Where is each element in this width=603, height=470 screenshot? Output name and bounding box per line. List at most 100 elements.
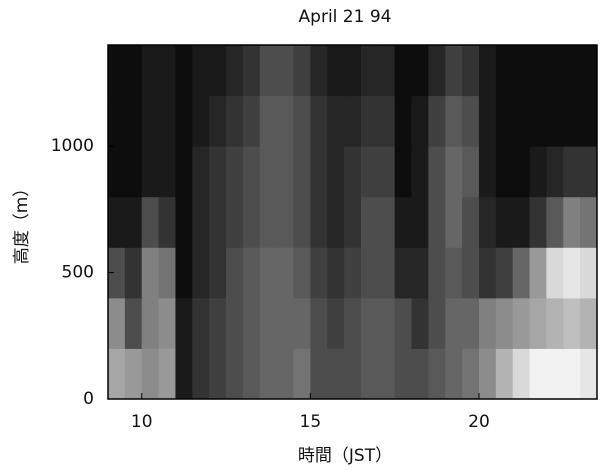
heatmap-cell [546,146,564,198]
heatmap-cell [327,348,345,400]
heatmap-cell [158,247,176,299]
heatmap-cell [411,45,429,97]
heatmap-cell [512,45,531,97]
heatmap-cell [512,297,531,349]
heatmap-cell [411,196,429,248]
heatmap-cell [192,146,210,198]
heatmap-cell [478,297,497,349]
heatmap-cell [108,297,126,349]
heatmap-cell [242,196,261,248]
heatmap-cell [310,348,328,400]
heatmap-cell [360,348,379,400]
x-tick-label: 15 [300,412,322,432]
heatmap-cell [124,247,143,299]
heatmap-cell [546,196,564,248]
heatmap-cell [141,247,160,299]
heatmap-cell [428,45,446,97]
heatmap-cell [428,247,446,299]
heatmap-cell [259,297,278,349]
heatmap-cell [327,297,345,349]
heatmap-cell [259,196,278,248]
chart-title: April 21 94 [299,7,392,27]
heatmap-cell [580,146,598,198]
heatmap-cell [428,146,446,198]
heatmap-cell [242,297,261,349]
heatmap-cell [124,146,143,198]
heatmap-cell [310,196,328,248]
heatmap-cell [259,95,278,147]
heatmap-cell [462,146,480,198]
heatmap-cell [310,247,328,299]
x-tick-label: 20 [468,412,490,432]
heatmap-cell [192,196,210,248]
heatmap-cell [445,146,463,198]
heatmap-cell [563,348,581,400]
heatmap-cell [563,297,581,349]
heatmap-cell [445,95,463,147]
heatmap-cell [310,297,328,349]
heatmap-cell [158,146,176,198]
heatmap-cell [563,45,581,97]
heatmap-cell [124,297,143,349]
heatmap-cell [377,247,396,299]
heatmap-cell [563,196,581,248]
heatmap-cell [108,196,126,248]
heatmap-cell [394,45,413,97]
heatmap-cell [411,95,429,147]
heatmap-cell [226,146,244,198]
x-tick-label: 10 [131,412,153,432]
heatmap-cell [428,297,446,349]
heatmap-cell [259,247,278,299]
heatmap-cell [276,297,294,349]
heatmap-cell [141,45,160,97]
heatmap-cell [377,146,396,198]
heatmap-cell [495,348,514,400]
heatmap-cell [226,247,244,299]
heatmap-cell [209,196,227,248]
x-axis-label: 時間（JST） [298,446,392,466]
heatmap-cell [445,297,463,349]
heatmap-cell [512,196,531,248]
heatmap-cell [327,146,345,198]
heatmap-cell [478,146,497,198]
heatmap-cell [242,45,261,97]
heatmap-cell [462,297,480,349]
heatmap-cell [259,45,278,97]
heatmap-cell [124,196,143,248]
heatmap-cell [293,196,311,248]
heatmap-cell [242,247,261,299]
heatmap-cell [158,297,176,349]
heatmap-cell [377,348,396,400]
heatmap-cell [411,247,429,299]
heatmap-cell [478,45,497,97]
heatmap-cell [495,247,514,299]
heatmap-cell [428,348,446,400]
heatmap-cell [411,297,429,349]
heatmap-cell [293,146,311,198]
heatmap-cell [327,196,345,248]
heatmap-cell [495,45,514,97]
heatmap-cell [360,196,379,248]
heatmap-cell [478,95,497,147]
heatmap-cell [462,45,480,97]
heatmap-cell [462,348,480,400]
heatmap-cell [462,247,480,299]
heatmap-cell [529,45,547,97]
heatmap-cell [529,196,547,248]
heatmap-cell [327,247,345,299]
heatmap-cell [209,146,227,198]
heatmap-cell [192,348,210,400]
heatmap-cell [259,348,278,400]
heatmap-cell [344,348,362,400]
heatmap-cell [377,95,396,147]
heatmap-cell [108,45,126,97]
y-tick-label: 0 [83,389,94,409]
y-axis-label: 高度（m） [12,180,32,265]
heatmap-cell [276,146,294,198]
heatmap-cell [546,348,564,400]
heatmap-cell [563,95,581,147]
heatmap-cell [310,45,328,97]
heatmap-cell [495,146,514,198]
heatmap-cell [310,95,328,147]
